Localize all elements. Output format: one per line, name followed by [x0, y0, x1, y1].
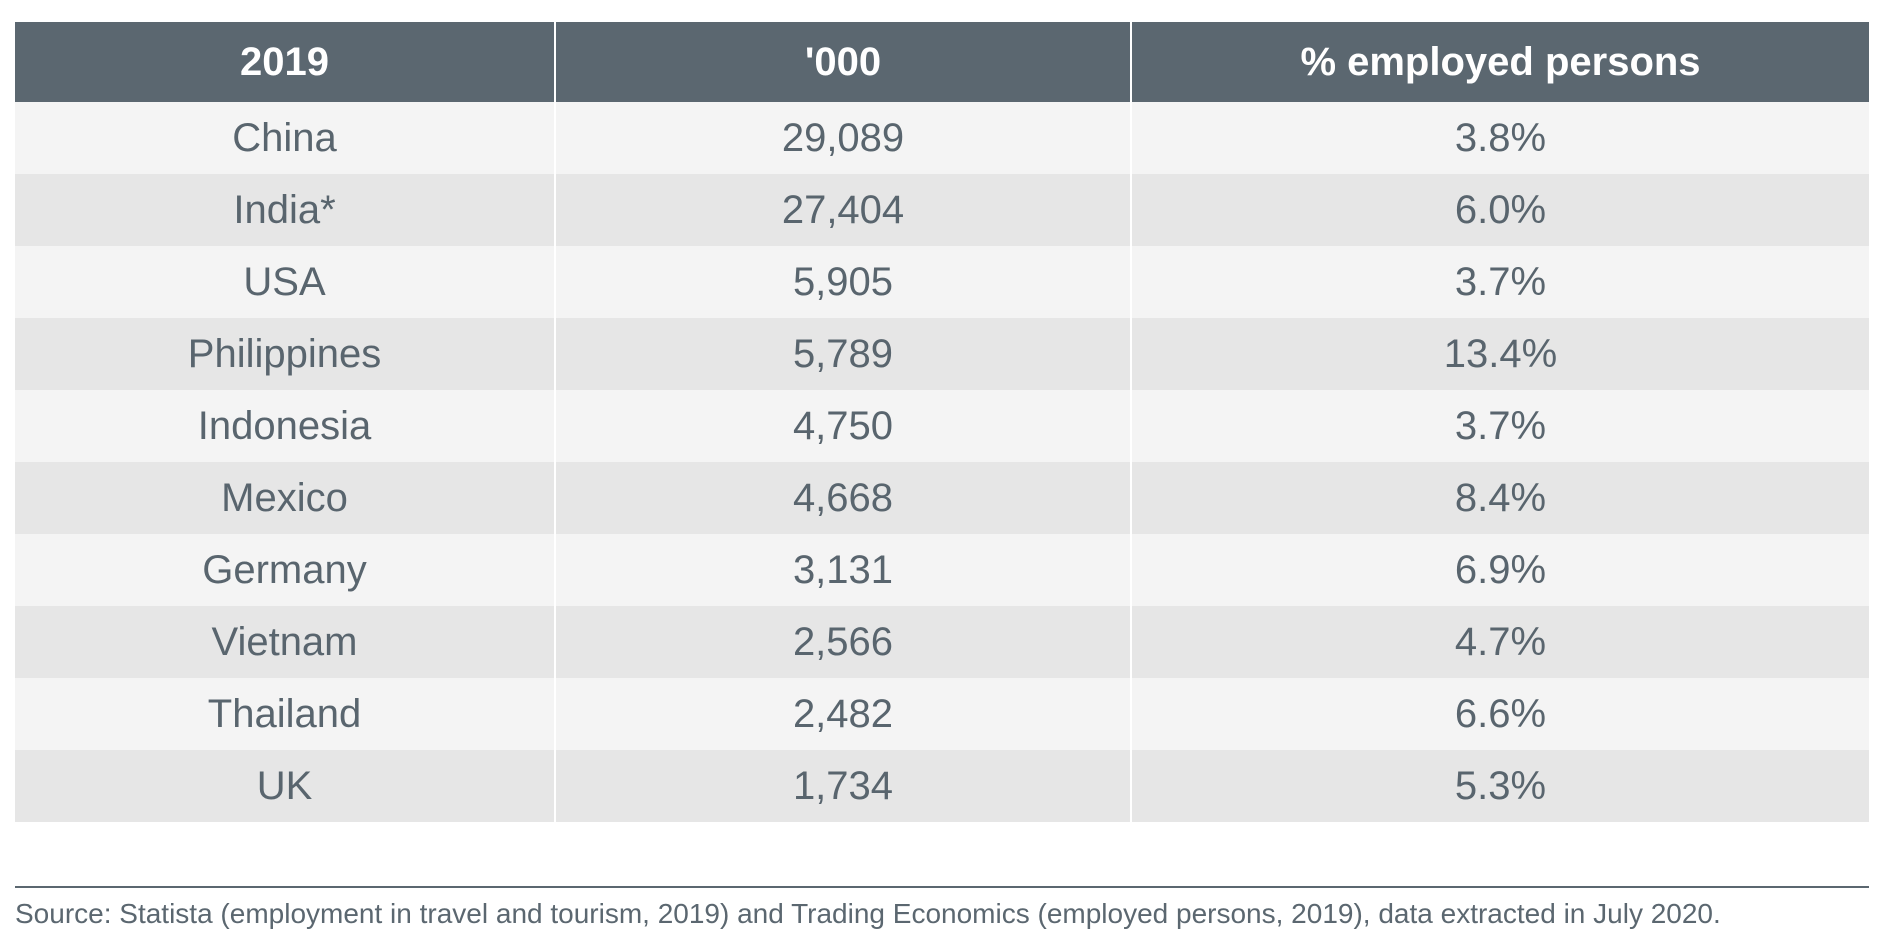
cell-thousands: 2,482	[555, 678, 1132, 750]
cell-percent: 13.4%	[1131, 318, 1869, 390]
table-row: Mexico 4,668 8.4%	[15, 462, 1869, 534]
column-header-year: 2019	[15, 22, 556, 102]
table-row: China 29,089 3.8%	[15, 102, 1869, 174]
cell-country: Thailand	[15, 678, 556, 750]
cell-thousands: 5,905	[555, 246, 1132, 318]
cell-percent: 5.3%	[1131, 750, 1869, 822]
column-header-percent: % employed persons	[1131, 22, 1869, 102]
cell-percent: 8.4%	[1131, 462, 1869, 534]
cell-percent: 3.7%	[1131, 390, 1869, 462]
cell-percent: 3.8%	[1131, 102, 1869, 174]
table-row: India* 27,404 6.0%	[15, 174, 1869, 246]
cell-country: Philippines	[15, 318, 556, 390]
cell-percent: 6.9%	[1131, 534, 1869, 606]
table-row: Thailand 2,482 6.6%	[15, 678, 1869, 750]
source-note: Source: Statista (employment in travel a…	[15, 898, 1721, 929]
header-row: 2019 '000 % employed persons	[15, 22, 1869, 102]
cell-thousands: 1,734	[555, 750, 1132, 822]
table-row: USA 5,905 3.7%	[15, 246, 1869, 318]
table-row: Germany 3,131 6.9%	[15, 534, 1869, 606]
cell-thousands: 5,789	[555, 318, 1132, 390]
cell-country: USA	[15, 246, 556, 318]
column-header-thousands: '000	[555, 22, 1132, 102]
cell-country: Indonesia	[15, 390, 556, 462]
source-divider	[15, 886, 1869, 888]
table-row: Indonesia 4,750 3.7%	[15, 390, 1869, 462]
cell-country: India*	[15, 174, 556, 246]
cell-thousands: 4,750	[555, 390, 1132, 462]
cell-thousands: 29,089	[555, 102, 1132, 174]
cell-percent: 3.7%	[1131, 246, 1869, 318]
table-row: Vietnam 2,566 4.7%	[15, 606, 1869, 678]
cell-country: UK	[15, 750, 556, 822]
cell-percent: 6.6%	[1131, 678, 1869, 750]
table-body: China 29,089 3.8% India* 27,404 6.0% USA…	[15, 102, 1869, 822]
cell-country: Vietnam	[15, 606, 556, 678]
cell-thousands: 27,404	[555, 174, 1132, 246]
cell-thousands: 4,668	[555, 462, 1132, 534]
cell-country: China	[15, 102, 556, 174]
cell-country: Mexico	[15, 462, 556, 534]
cell-percent: 4.7%	[1131, 606, 1869, 678]
employment-table: 2019 '000 % employed persons China 29,08…	[15, 22, 1869, 822]
data-table-container: 2019 '000 % employed persons China 29,08…	[15, 22, 1869, 822]
cell-country: Germany	[15, 534, 556, 606]
table-row: UK 1,734 5.3%	[15, 750, 1869, 822]
cell-thousands: 2,566	[555, 606, 1132, 678]
table-row: Philippines 5,789 13.4%	[15, 318, 1869, 390]
table-header: 2019 '000 % employed persons	[15, 22, 1869, 102]
cell-thousands: 3,131	[555, 534, 1132, 606]
cell-percent: 6.0%	[1131, 174, 1869, 246]
